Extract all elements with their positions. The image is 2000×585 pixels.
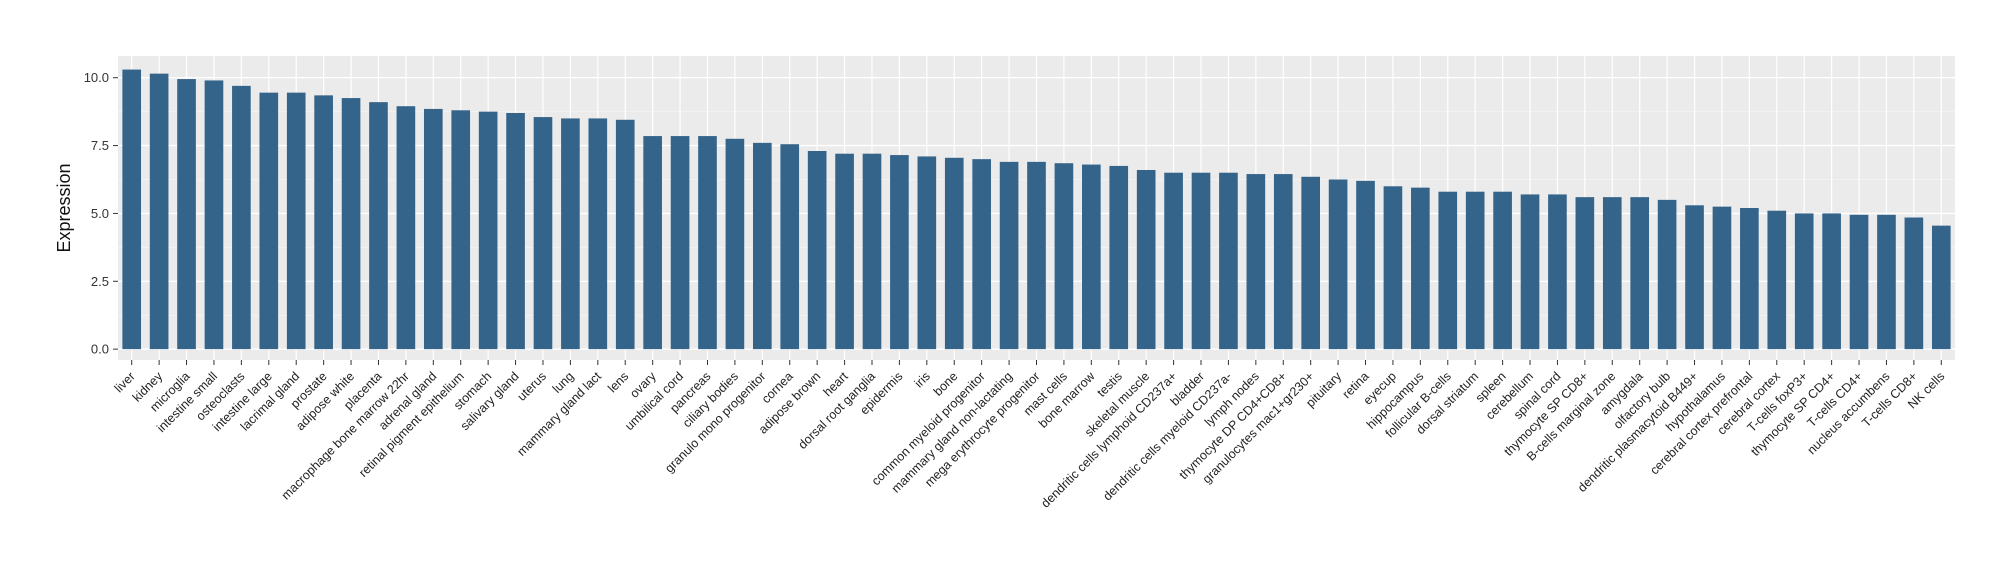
- bar: [1301, 176, 1321, 350]
- bar: [752, 142, 772, 350]
- bar: [204, 80, 224, 350]
- bar: [1794, 213, 1814, 350]
- bar: [232, 85, 251, 350]
- bar: [1246, 174, 1266, 350]
- bar: [1054, 163, 1074, 350]
- bar: [862, 153, 882, 350]
- bar: [259, 92, 279, 350]
- bar: [423, 108, 443, 350]
- bar: [1657, 199, 1677, 350]
- x-tick-label: iris: [912, 369, 933, 390]
- bars: [122, 69, 1951, 350]
- bar: [1136, 170, 1156, 350]
- bar: [1931, 225, 1951, 350]
- bar: [1082, 164, 1101, 350]
- bar: [533, 117, 553, 350]
- bar: [1383, 186, 1403, 350]
- bar: [917, 156, 937, 350]
- bar: [780, 144, 800, 350]
- bar: [314, 95, 333, 350]
- bar: [643, 136, 662, 350]
- bar: [944, 157, 964, 350]
- bar: [1904, 217, 1924, 350]
- bar: [1767, 210, 1787, 350]
- bar: [1602, 197, 1622, 350]
- bar: [1740, 208, 1759, 350]
- bar: [1575, 197, 1595, 350]
- bar: [177, 79, 196, 350]
- bar: [615, 119, 635, 350]
- bar: [807, 151, 827, 350]
- bar: [478, 111, 498, 350]
- bar: [835, 153, 854, 350]
- bar: [1191, 172, 1211, 350]
- bar: [1273, 174, 1293, 350]
- bar: [1411, 187, 1430, 350]
- bar: [1520, 194, 1540, 350]
- bar: [1548, 194, 1567, 350]
- bar: [1849, 214, 1869, 350]
- bar: [1685, 205, 1704, 350]
- bar: [561, 118, 580, 350]
- bar: [1877, 214, 1896, 350]
- bar: [1109, 165, 1129, 350]
- bar: [149, 73, 169, 350]
- bar: [1822, 213, 1841, 350]
- bar: [1493, 191, 1512, 350]
- bar: [1438, 191, 1458, 350]
- bar: [890, 155, 909, 350]
- y-tick-label: 2.5: [91, 274, 109, 289]
- bar: [286, 92, 306, 350]
- bar: [369, 102, 388, 350]
- bar: [588, 118, 608, 350]
- bar: [725, 138, 745, 350]
- bar: [999, 161, 1019, 350]
- bar: [122, 69, 142, 350]
- bar: [396, 106, 416, 350]
- bar: [1027, 161, 1046, 350]
- bar: [698, 136, 717, 350]
- y-tick-label: 7.5: [91, 138, 109, 153]
- bar: [506, 113, 525, 350]
- bar: [972, 159, 991, 350]
- bar: [341, 98, 361, 350]
- y-axis-ticks: 0.0 2.5 5.0 7.5 10.0: [84, 70, 118, 357]
- bar: [1164, 172, 1183, 350]
- x-tick-label: uterus: [515, 369, 549, 403]
- y-tick-label: 0.0: [91, 342, 109, 357]
- bar: [1219, 172, 1238, 350]
- bar: [451, 110, 471, 350]
- bar: [670, 136, 690, 350]
- bar: [1712, 206, 1732, 350]
- x-tick-label: mammary gland non-lactating: [889, 369, 1015, 495]
- bar: [1328, 179, 1348, 350]
- bar: [1630, 197, 1650, 350]
- y-axis-title: Expression: [54, 163, 74, 252]
- y-tick-label: 10.0: [84, 70, 109, 85]
- bar: [1356, 180, 1375, 350]
- y-tick-label: 5.0: [91, 206, 109, 221]
- bar: [1465, 191, 1485, 350]
